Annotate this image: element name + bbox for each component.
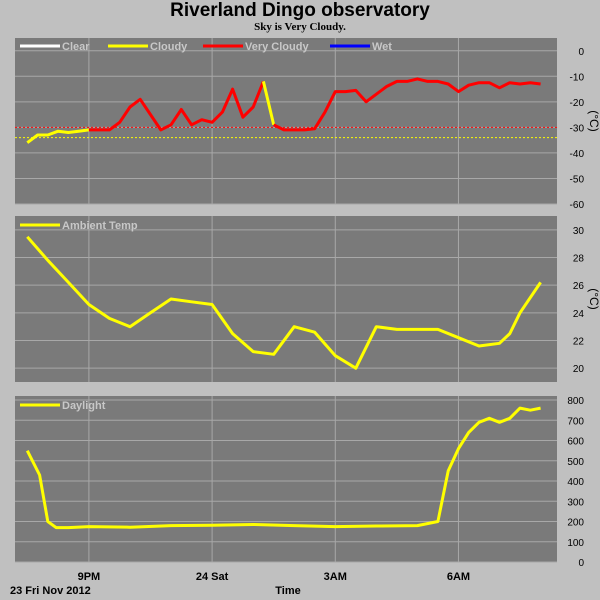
y-tick-label-daylight-5: 300 bbox=[567, 497, 584, 508]
page-title: Riverland Dingo observatory bbox=[170, 0, 430, 21]
y-tick-label-sky-2: -20 bbox=[570, 98, 585, 109]
y-tick-label-daylight-3: 500 bbox=[567, 457, 584, 468]
x-tick-label-2: 3AM bbox=[324, 571, 347, 583]
legend-label-clear: Clear bbox=[62, 41, 90, 53]
x-tick-label-1: 24 Sat bbox=[196, 571, 229, 583]
y-tick-label-temperature-5: 20 bbox=[573, 364, 585, 375]
legend-label-very-cloudy: Very Cloudy bbox=[245, 41, 309, 53]
y-tick-label-daylight-1: 700 bbox=[567, 416, 584, 427]
y-tick-label-sky-6: -60 bbox=[570, 200, 585, 211]
series-line-sky-0 bbox=[26, 128, 90, 144]
series-line-sky-2 bbox=[261, 81, 276, 126]
x-axis-title: Time bbox=[275, 585, 300, 597]
y-tick-label-daylight-6: 200 bbox=[567, 518, 584, 529]
y-unit-temperature: (°C) bbox=[587, 288, 600, 309]
series-line-sky-3 bbox=[273, 77, 541, 132]
y-tick-label-sky-4: -40 bbox=[570, 149, 585, 160]
y-tick-label-temperature-2: 26 bbox=[573, 281, 585, 292]
y-tick-label-daylight-8: 0 bbox=[578, 558, 584, 569]
x-axis-date-label: 23 Fri Nov 2012 bbox=[10, 585, 91, 597]
plot-area-sky bbox=[15, 38, 557, 204]
y-tick-label-daylight-0: 800 bbox=[567, 396, 584, 407]
y-unit-sky: (°C) bbox=[587, 110, 600, 131]
y-tick-label-temperature-0: 30 bbox=[573, 226, 585, 237]
plot-area-daylight bbox=[15, 396, 557, 562]
plot-area-temperature bbox=[15, 216, 557, 382]
y-tick-label-daylight-7: 100 bbox=[567, 538, 584, 549]
legend-label-daylight: Daylight bbox=[62, 400, 106, 412]
legend-label-wet: Wet bbox=[372, 41, 392, 53]
y-tick-label-sky-0: 0 bbox=[578, 47, 584, 58]
series-line-sky-1 bbox=[88, 80, 265, 132]
y-tick-label-daylight-2: 600 bbox=[567, 437, 584, 448]
y-tick-label-sky-3: -30 bbox=[570, 123, 585, 134]
y-tick-label-temperature-1: 28 bbox=[573, 254, 585, 265]
y-tick-label-daylight-4: 400 bbox=[567, 477, 584, 488]
legend-label-cloudy: Cloudy bbox=[150, 41, 188, 53]
y-tick-label-sky-1: -10 bbox=[570, 72, 585, 83]
x-tick-label-0: 9PM bbox=[78, 571, 101, 583]
y-tick-label-temperature-4: 22 bbox=[573, 337, 585, 348]
legend-label-ambient-temp: Ambient Temp bbox=[62, 220, 138, 232]
x-tick-label-3: 6AM bbox=[447, 571, 470, 583]
series-line-temperature-0 bbox=[26, 235, 542, 370]
y-tick-label-temperature-3: 24 bbox=[573, 309, 585, 320]
y-tick-label-sky-5: -50 bbox=[570, 174, 585, 185]
series-line-daylight-0 bbox=[25, 406, 541, 530]
sky-status: Sky is Very Cloudy. bbox=[254, 21, 346, 33]
